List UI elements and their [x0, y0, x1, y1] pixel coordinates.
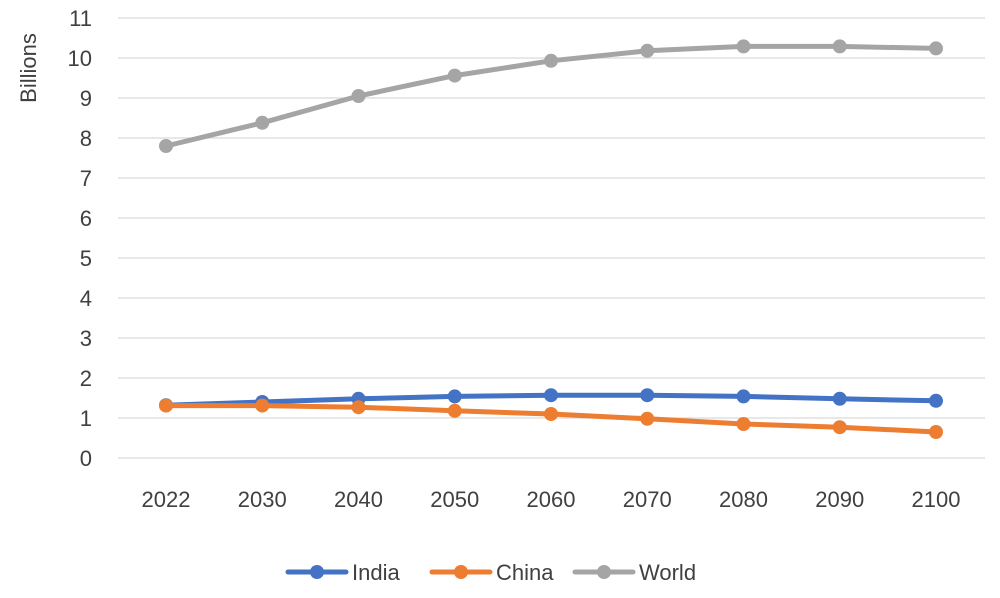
data-point	[736, 389, 751, 404]
series-world	[159, 39, 943, 153]
y-tick-label: 3	[80, 326, 92, 351]
data-point	[640, 411, 655, 426]
data-point	[447, 403, 462, 418]
y-tick-label: 7	[80, 166, 92, 191]
y-tick-label: 0	[80, 446, 92, 471]
y-tick-label: 5	[80, 246, 92, 271]
data-point	[447, 68, 462, 83]
legend-label: China	[496, 560, 554, 585]
x-tick-label: 2040	[334, 487, 383, 512]
data-point	[255, 398, 270, 413]
data-point	[929, 393, 943, 408]
data-point	[544, 388, 558, 403]
data-point	[832, 39, 847, 54]
y-tick-label: 8	[80, 126, 92, 151]
y-axis-ticks: 0 1 2 3 4 5 6 7 8 9 10 11	[68, 6, 92, 471]
data-point	[544, 53, 558, 68]
x-tick-label: 2022	[142, 487, 191, 512]
data-point	[351, 400, 366, 415]
data-point	[640, 388, 655, 403]
data-point	[929, 41, 943, 56]
legend-swatch-marker	[454, 565, 468, 579]
data-point	[544, 407, 558, 421]
legend: India China World	[285, 560, 696, 585]
y-tick-label: 4	[80, 286, 92, 311]
data-point	[832, 391, 847, 406]
y-tick-label: 10	[68, 46, 92, 71]
legend-label: India	[352, 560, 400, 585]
y-tick-label: 6	[80, 206, 92, 231]
series-lines	[159, 39, 943, 439]
x-tick-label: 2100	[912, 487, 961, 512]
data-point	[159, 398, 173, 413]
x-tick-label: 2030	[238, 487, 287, 512]
legend-item: India	[285, 560, 400, 585]
x-tick-label: 2050	[430, 487, 479, 512]
data-point	[159, 139, 173, 153]
x-tick-label: 2080	[719, 487, 768, 512]
data-point	[351, 89, 366, 103]
data-point	[736, 39, 751, 54]
series-china	[159, 398, 943, 439]
y-tick-label: 11	[69, 6, 92, 31]
data-point	[255, 115, 270, 130]
x-tick-label: 2090	[815, 487, 864, 512]
y-tick-label: 1	[80, 406, 92, 431]
x-tick-label: 2070	[623, 487, 672, 512]
legend-swatch-marker	[597, 565, 611, 579]
x-axis-ticks: 2022 2030 2040 2050 2060 2070 2080 2090 2100	[142, 487, 961, 512]
legend-label: World	[639, 560, 696, 585]
x-tick-label: 2060	[527, 487, 576, 512]
gridlines	[118, 17, 985, 459]
y-tick-label: 2	[80, 366, 92, 391]
data-point	[929, 425, 943, 439]
legend-swatch-marker	[310, 565, 324, 579]
y-axis-title: Billions	[16, 33, 41, 103]
legend-item: World	[572, 560, 696, 585]
data-point	[736, 417, 751, 431]
data-point	[447, 389, 462, 404]
data-point	[832, 420, 847, 435]
data-point	[640, 43, 655, 58]
legend-item: China	[429, 560, 554, 585]
y-tick-label: 9	[80, 86, 92, 111]
